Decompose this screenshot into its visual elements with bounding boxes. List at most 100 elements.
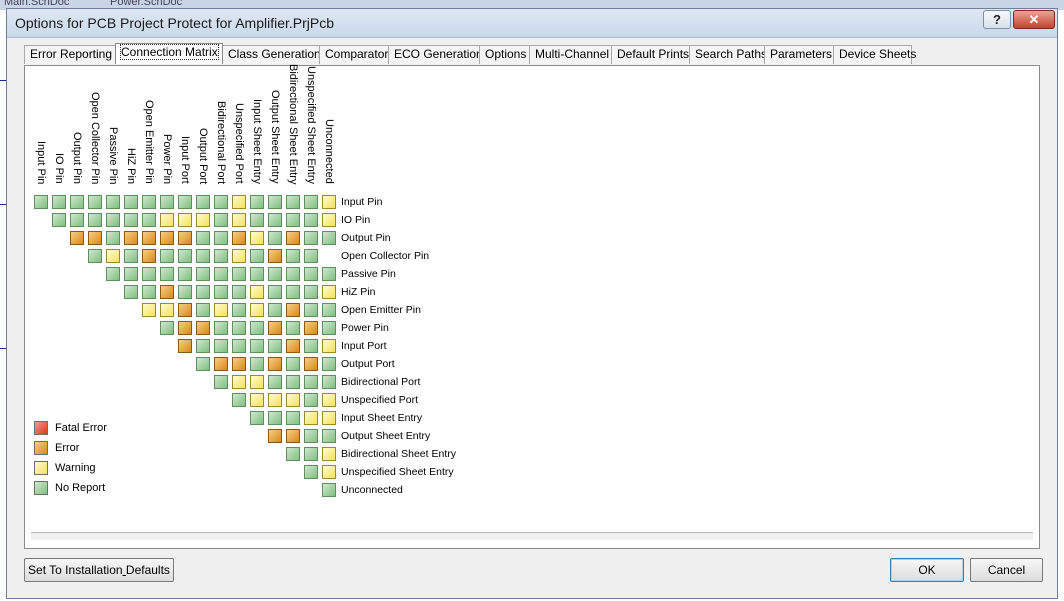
tab-options[interactable]: Options [479,45,530,64]
matrix-cell[interactable] [124,285,138,299]
matrix-cell[interactable] [232,393,246,407]
matrix-cell[interactable] [178,249,192,263]
matrix-cell[interactable] [322,321,336,335]
matrix-cell[interactable] [70,195,84,209]
matrix-cell[interactable] [250,231,264,245]
matrix-cell[interactable] [232,267,246,281]
matrix-cell[interactable] [268,393,282,407]
matrix-cell[interactable] [178,231,192,245]
matrix-cell[interactable] [268,303,282,317]
matrix-cell[interactable] [52,213,66,227]
matrix-cell[interactable] [52,195,66,209]
matrix-cell[interactable] [322,375,336,389]
matrix-cell[interactable] [232,249,246,263]
matrix-cell[interactable] [232,321,246,335]
matrix-cell[interactable] [250,303,264,317]
matrix-cell[interactable] [124,195,138,209]
matrix-cell[interactable] [160,303,174,317]
matrix-cell[interactable] [268,339,282,353]
matrix-cell[interactable] [106,213,120,227]
matrix-cell[interactable] [124,213,138,227]
matrix-cell[interactable] [322,285,336,299]
matrix-cell[interactable] [232,213,246,227]
matrix-cell[interactable] [142,285,156,299]
matrix-cell[interactable] [178,339,192,353]
matrix-cell[interactable] [322,303,336,317]
matrix-cell[interactable] [142,267,156,281]
matrix-cell[interactable] [232,303,246,317]
tab-eco-generation[interactable]: ECO Generation [388,45,483,64]
matrix-cell[interactable] [214,321,228,335]
close-button[interactable]: ✕ [1013,10,1055,29]
matrix-cell[interactable] [268,249,282,263]
matrix-cell[interactable] [142,195,156,209]
matrix-cell[interactable] [268,213,282,227]
matrix-cell[interactable] [322,465,336,479]
help-button[interactable]: ? [983,10,1011,29]
matrix-cell[interactable] [322,447,336,461]
matrix-cell[interactable] [214,195,228,209]
matrix-cell[interactable] [250,411,264,425]
matrix-cell[interactable] [160,267,174,281]
matrix-cell[interactable] [88,213,102,227]
matrix-cell[interactable] [268,267,282,281]
matrix-cell[interactable] [160,285,174,299]
matrix-cell[interactable] [106,195,120,209]
tab-error-reporting[interactable]: Error Reporting [24,45,116,64]
matrix-cell[interactable] [286,303,300,317]
matrix-cell[interactable] [268,429,282,443]
matrix-cell[interactable] [232,357,246,371]
matrix-cell[interactable] [106,267,120,281]
matrix-cell[interactable] [250,393,264,407]
matrix-cell[interactable] [268,375,282,389]
tab-class-generation[interactable]: Class Generation [222,45,321,64]
tab-comparator[interactable]: Comparator [319,45,389,64]
matrix-cell[interactable] [232,375,246,389]
tab-multi-channel[interactable]: Multi-Channel [529,45,612,64]
matrix-cell[interactable] [34,195,48,209]
matrix-cell[interactable] [304,195,318,209]
matrix-cell[interactable] [160,213,174,227]
matrix-cell[interactable] [322,483,336,497]
matrix-cell[interactable] [304,321,318,335]
matrix-cell[interactable] [232,285,246,299]
matrix-cell[interactable] [178,303,192,317]
matrix-cell[interactable] [142,249,156,263]
matrix-cell[interactable] [304,393,318,407]
matrix-cell[interactable] [196,249,210,263]
matrix-cell[interactable] [286,393,300,407]
matrix-cell[interactable] [268,357,282,371]
matrix-cell[interactable] [196,285,210,299]
matrix-cell[interactable] [196,195,210,209]
matrix-cell[interactable] [250,213,264,227]
tab-search-paths[interactable]: Search Paths [689,45,767,64]
matrix-cell[interactable] [286,375,300,389]
matrix-cell[interactable] [124,249,138,263]
set-defaults-button[interactable]: Set To Installation Defaults [24,558,174,582]
matrix-cell[interactable] [304,213,318,227]
matrix-cell[interactable] [322,267,336,281]
matrix-cell[interactable] [304,357,318,371]
matrix-cell[interactable] [304,465,318,479]
matrix-cell[interactable] [214,357,228,371]
matrix-cell[interactable] [214,267,228,281]
matrix-cell[interactable] [160,321,174,335]
matrix-cell[interactable] [250,195,264,209]
matrix-cell[interactable] [304,429,318,443]
matrix-cell[interactable] [124,267,138,281]
matrix-cell[interactable] [286,447,300,461]
matrix-cell[interactable] [196,339,210,353]
matrix-cell[interactable] [178,267,192,281]
matrix-cell[interactable] [250,267,264,281]
dialog-titlebar[interactable]: Options for PCB Project Protect for Ampl… [7,9,1057,38]
matrix-cell[interactable] [322,357,336,371]
matrix-cell[interactable] [160,249,174,263]
matrix-cell[interactable] [178,195,192,209]
matrix-cell[interactable] [142,303,156,317]
matrix-cell[interactable] [322,429,336,443]
matrix-cell[interactable] [142,231,156,245]
matrix-cell[interactable] [88,195,102,209]
matrix-cell[interactable] [304,231,318,245]
matrix-cell[interactable] [196,321,210,335]
matrix-cell[interactable] [232,231,246,245]
